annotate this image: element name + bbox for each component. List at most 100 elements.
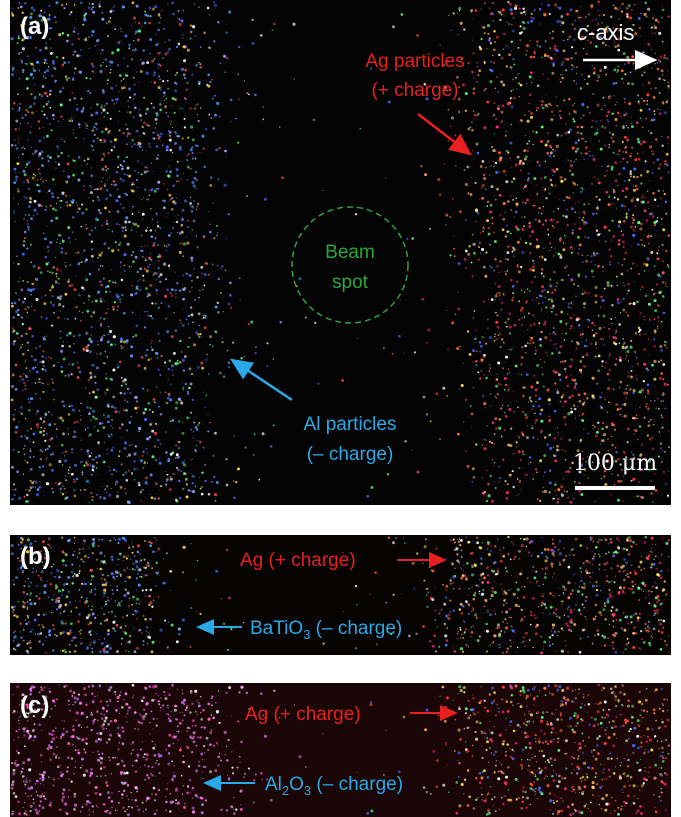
particle [88,7,91,10]
particle [36,111,37,112]
particle [229,294,232,297]
particle [465,536,466,537]
particle [616,101,618,103]
particle [481,581,483,583]
particle [181,231,184,234]
particle [153,106,156,109]
particle [514,324,517,327]
particle [75,436,76,437]
particle [83,348,86,351]
particle [85,123,86,124]
particle [153,398,156,401]
particle [525,54,527,56]
particle [494,481,495,482]
particle [230,307,232,309]
particle [564,235,565,236]
particle [577,126,579,128]
particle [21,413,23,415]
particle [150,208,151,209]
particle [580,17,582,19]
particle [32,153,34,155]
particle [48,5,50,7]
particle [506,497,508,499]
particle [97,196,98,197]
particle [427,328,430,331]
particle [506,623,507,624]
particle [598,233,601,236]
particle [540,409,543,412]
particle [34,96,36,98]
particle [483,576,486,579]
particle [112,427,113,428]
particle [202,336,203,337]
particle [548,298,550,300]
particle [487,201,489,203]
particle [621,69,624,72]
particle [445,224,446,225]
particle [564,58,566,60]
particle [659,377,662,380]
particle [188,489,191,492]
particle [559,79,560,80]
particle [517,156,520,159]
particle [42,465,44,467]
particle [30,592,32,594]
particle [668,87,669,88]
particle [624,180,626,182]
particle [142,219,143,220]
particle [154,537,155,538]
particle [64,455,65,456]
particle [446,310,447,311]
particle [113,7,114,8]
particle [175,499,177,501]
particle [138,427,141,430]
particle [39,361,41,363]
particle [42,355,44,357]
particle [567,497,569,499]
particle [135,560,138,563]
particle [14,139,16,141]
particle [517,73,519,75]
particle [46,357,47,358]
particle [138,407,140,409]
particle [497,568,499,570]
particle [169,15,170,16]
particle [436,393,439,396]
particle [465,267,467,269]
particle [480,253,482,255]
particle [39,345,41,347]
particle [109,330,112,333]
particle [67,34,70,37]
particle [655,407,657,409]
particle [87,379,89,381]
particle [519,39,521,41]
particle [157,52,160,55]
particle [526,436,529,439]
particle [15,364,18,367]
particle [58,121,59,122]
particle [116,223,118,225]
particle [266,342,268,344]
particle [472,276,474,278]
particle [584,224,585,225]
particle [585,276,588,279]
particle [18,157,19,158]
particle [597,369,600,372]
particle [620,480,622,482]
particle [653,221,656,224]
particle [114,301,116,303]
particle [506,45,507,46]
particle [11,37,14,40]
particle [146,349,148,351]
particle [174,222,175,223]
particle [490,393,491,394]
particle [73,343,75,345]
particle [493,115,495,117]
particle [177,232,178,233]
particle [656,283,658,285]
particle [647,258,649,260]
particle [446,627,448,629]
particle [482,184,485,187]
particle [141,356,144,359]
particle [115,98,118,101]
